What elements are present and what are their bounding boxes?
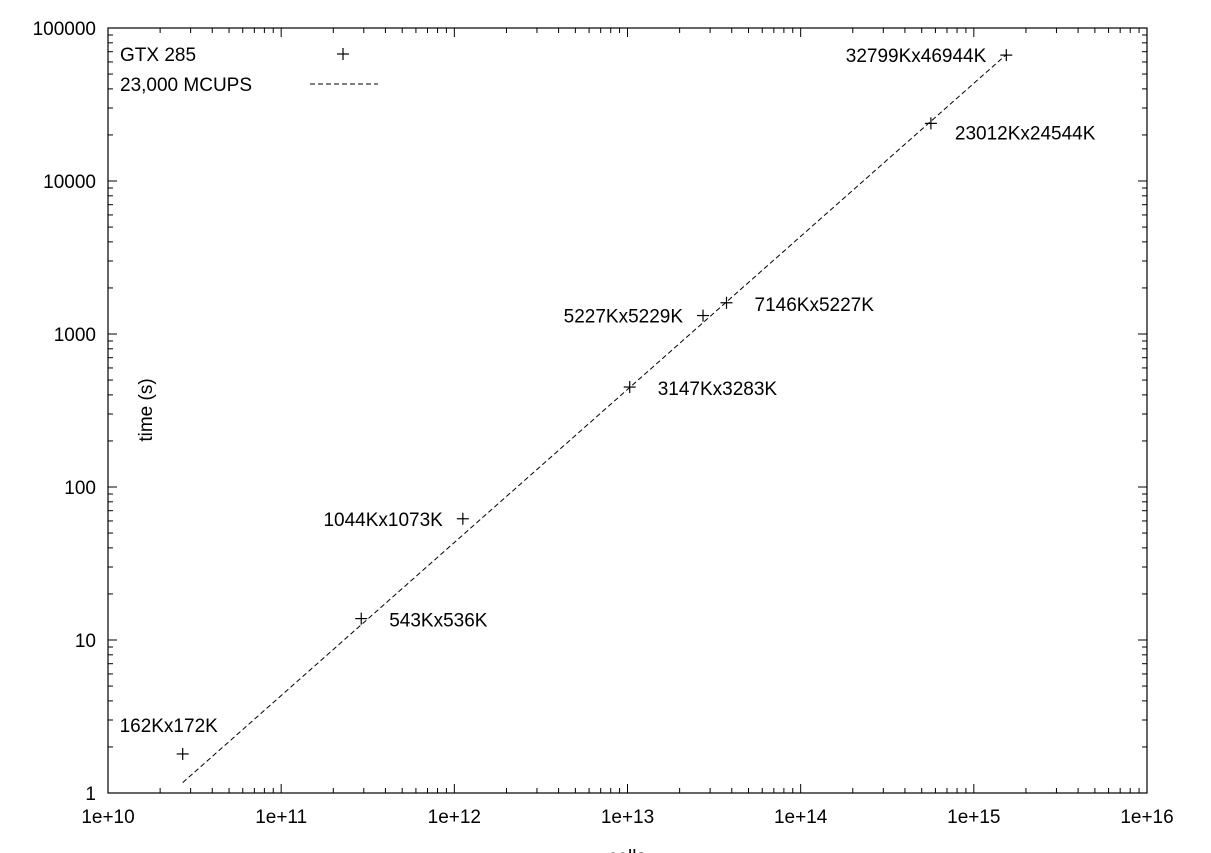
x-tick-label: 1e+14 [774, 807, 828, 828]
y-tick-labels: 1 10 100 1000 10000 100000 [33, 19, 96, 805]
point-label: 543Kx536K [389, 611, 488, 632]
y-tick-label: 100000 [33, 19, 96, 40]
y-axis-label: time (s) [136, 378, 157, 441]
x-tick-label: 1e+11 [255, 807, 307, 828]
legend: GTX 285 23,000 MCUPS [120, 45, 378, 96]
x-tick-label: 1e+13 [601, 807, 654, 828]
axis-ticks [107, 27, 1148, 794]
data-point [176, 747, 189, 760]
x-tick-label: 1e+12 [428, 807, 481, 828]
x-tick-label: 1e+15 [947, 807, 1000, 828]
x-axis-label: cells [608, 847, 646, 853]
point-label: 1044Kx1073K [323, 510, 443, 531]
legend-marker-gtx285 [337, 48, 349, 60]
point-label: 23012Kx24544K [955, 123, 1096, 144]
y-tick-label: 10000 [43, 172, 96, 193]
y-tick-label: 1 [85, 784, 96, 805]
y-tick-label: 1000 [54, 325, 96, 346]
y-tick-label: 100 [64, 478, 96, 499]
y-tick-label: 10 [75, 631, 96, 652]
data-point [355, 612, 368, 625]
data-point [924, 117, 937, 130]
data-point [720, 296, 733, 309]
x-tick-label: 1e+16 [1120, 807, 1173, 828]
legend-entry-0-label: GTX 285 [120, 45, 196, 66]
x-tick-labels: 1e+10 1e+11 1e+12 1e+13 1e+14 1e+15 1e+16 [81, 807, 1173, 828]
point-label: 3147Kx3283K [658, 379, 778, 400]
point-label: 162Kx172K [120, 716, 219, 737]
data-point [456, 512, 469, 525]
legend-entry-1-label: 23,000 MCUPS [120, 75, 252, 96]
point-label: 32799Kx46944K [846, 46, 987, 67]
point-label: 7146Kx5227K [755, 295, 875, 316]
point-label: 5227Kx5229K [564, 307, 684, 328]
x-tick-label: 1e+10 [81, 807, 134, 828]
series-layer [176, 49, 1013, 783]
series-line-mcups [182, 54, 1007, 783]
point-labels: 162Kx172K 543Kx536K 1044Kx1073K 3147Kx3283K… [120, 46, 1096, 737]
data-point [697, 309, 710, 322]
legend-marker-plus [337, 48, 349, 60]
